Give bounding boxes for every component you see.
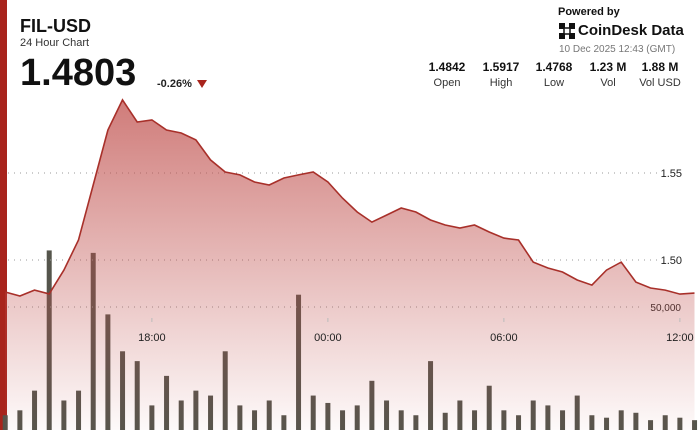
price-line: [4, 98, 695, 297]
stat-label: Open: [433, 77, 461, 89]
stat: 1.4768 Low: [526, 60, 582, 89]
stat: 1.5917 High: [473, 60, 529, 89]
stat-label: Vol USD: [639, 77, 681, 89]
x-tick-label: 12:00: [666, 332, 694, 344]
accent-bar: [0, 0, 7, 430]
brand-logo: [559, 23, 575, 39]
brand: CoinDesk Data: [578, 22, 684, 39]
stat-label: Vol: [600, 77, 616, 89]
change: -0.26%: [157, 78, 192, 90]
stat-value: 1.88 M: [641, 60, 679, 74]
y-tick-label: 1.55: [661, 168, 682, 180]
stat-value: 1.5917: [482, 60, 520, 74]
price: 1.4803: [20, 52, 137, 94]
stat-value: 1.4842: [428, 60, 466, 74]
x-tick-label: 06:00: [490, 332, 518, 344]
x-tick-label: 18:00: [138, 332, 166, 344]
volume-bar: [692, 420, 698, 430]
timestamp: 10 Dec 2025 12:43 (GMT): [559, 44, 676, 55]
stat-value: 1.4768: [535, 60, 573, 74]
x-tick-label: 00:00: [314, 332, 342, 344]
stat: 1.23 M Vol: [580, 60, 636, 89]
subtitle: 24 Hour Chart: [20, 37, 90, 49]
down-arrow: [197, 80, 207, 88]
y-tick-label: 1.50: [661, 255, 682, 267]
stat: 1.88 M Vol USD: [632, 60, 688, 89]
stat: 1.4842 Open: [419, 60, 475, 89]
stat-label: Low: [543, 77, 565, 89]
stat-value: 1.23 M: [589, 60, 627, 74]
stat-label: High: [489, 77, 513, 89]
price-area: [5, 99, 695, 430]
symbol: FIL-USD: [20, 16, 91, 36]
powered-by: Powered by: [558, 6, 620, 18]
